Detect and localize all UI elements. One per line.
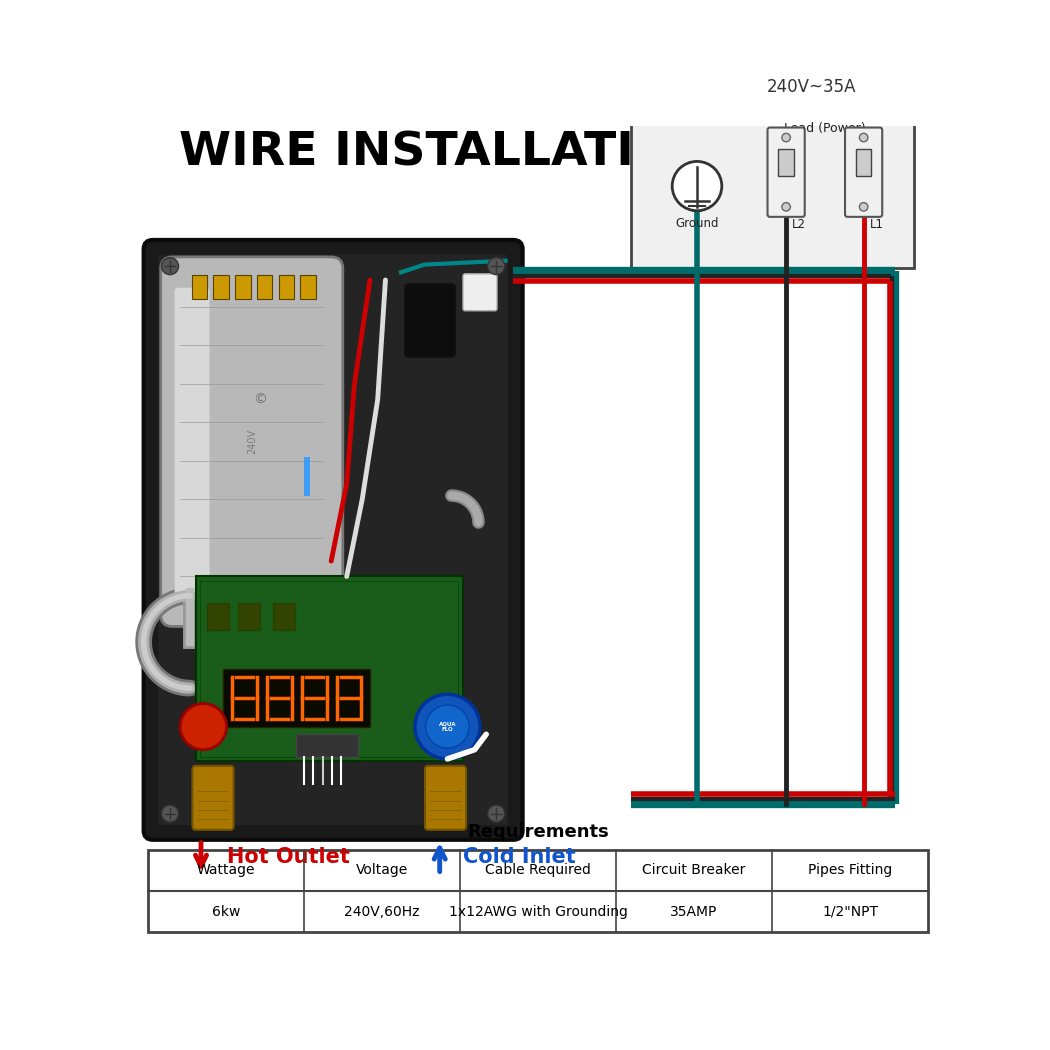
Bar [778, 149, 794, 176]
Bar [300, 275, 316, 299]
Text: 6kw: 6kw [212, 905, 240, 919]
Bar [856, 149, 872, 176]
Text: L2: L2 [793, 218, 806, 231]
Text: Circuit Breaker: Circuit Breaker [643, 863, 746, 878]
Text: Ground: Ground [675, 217, 719, 230]
Circle shape [181, 704, 227, 750]
Circle shape [672, 162, 721, 211]
Bar [192, 275, 207, 299]
Text: 240V,60Hz: 240V,60Hz [344, 905, 420, 919]
Text: 35AMP: 35AMP [670, 905, 718, 919]
Text: ©: © [253, 393, 267, 407]
FancyBboxPatch shape [845, 127, 882, 217]
Circle shape [425, 705, 469, 749]
Bar [207, 604, 229, 630]
Text: 240V: 240V [247, 429, 257, 455]
Bar [235, 275, 251, 299]
Bar [148, 849, 928, 932]
FancyBboxPatch shape [159, 254, 508, 825]
Bar [213, 275, 229, 299]
Circle shape [488, 805, 505, 822]
Circle shape [859, 133, 868, 142]
Text: L1: L1 [869, 218, 884, 231]
Circle shape [162, 257, 178, 275]
Bar [238, 604, 260, 630]
Bar [278, 275, 294, 299]
Text: Pipes Fitting: Pipes Fitting [807, 863, 892, 878]
FancyBboxPatch shape [768, 127, 804, 217]
Text: Load (Power): Load (Power) [784, 122, 865, 134]
Text: Hot Outlet: Hot Outlet [227, 846, 350, 866]
Bar [273, 604, 295, 630]
Bar [201, 581, 458, 757]
Text: 1x12AWG with Grounding: 1x12AWG with Grounding [448, 905, 628, 919]
Text: Voltage: Voltage [356, 863, 408, 878]
Circle shape [859, 203, 868, 211]
Text: Cold Inlet: Cold Inlet [463, 846, 575, 866]
FancyBboxPatch shape [192, 765, 233, 830]
Text: WIRE INSTALLATION GUIDE: WIRE INSTALLATION GUIDE [180, 130, 897, 175]
FancyBboxPatch shape [144, 240, 523, 840]
Text: AQUA
FLO: AQUA FLO [439, 721, 456, 732]
Text: 1/2"NPT: 1/2"NPT [822, 905, 878, 919]
Bar [631, 114, 914, 269]
Text: Requirements: Requirements [467, 822, 609, 841]
FancyBboxPatch shape [161, 257, 342, 627]
Bar [304, 457, 310, 496]
Circle shape [488, 257, 505, 275]
FancyBboxPatch shape [405, 284, 456, 357]
Text: 240V~35A: 240V~35A [766, 79, 856, 97]
FancyBboxPatch shape [463, 274, 497, 311]
Bar [296, 734, 358, 757]
Bar [195, 576, 463, 761]
Text: Wattage: Wattage [197, 863, 255, 878]
FancyBboxPatch shape [425, 765, 466, 830]
Text: Cable Required: Cable Required [485, 863, 591, 878]
Circle shape [162, 805, 178, 822]
Circle shape [782, 203, 791, 211]
Bar [257, 275, 272, 299]
Circle shape [782, 133, 791, 142]
FancyBboxPatch shape [174, 288, 210, 595]
Circle shape [415, 694, 480, 759]
Bar [223, 669, 370, 727]
